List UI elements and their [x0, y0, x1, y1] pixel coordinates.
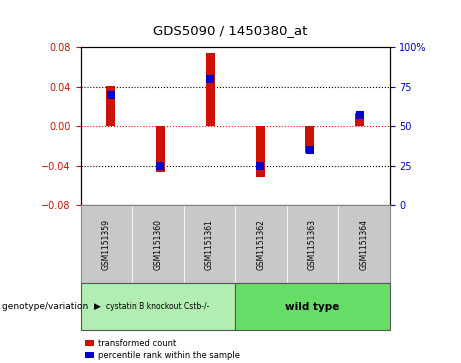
Bar: [256, 162, 264, 170]
Text: cystatin B knockout Cstb-/-: cystatin B knockout Cstb-/-: [106, 302, 210, 311]
Text: GSM1151361: GSM1151361: [205, 219, 214, 270]
Bar: [355, 111, 364, 119]
Bar: [355, 113, 364, 126]
Text: GSM1151359: GSM1151359: [102, 219, 111, 270]
Bar: [106, 91, 115, 98]
Text: GSM1151363: GSM1151363: [308, 219, 317, 270]
Text: GSM1151362: GSM1151362: [256, 219, 266, 270]
Text: GDS5090 / 1450380_at: GDS5090 / 1450380_at: [154, 24, 307, 37]
Text: GSM1151364: GSM1151364: [359, 219, 368, 270]
Bar: [206, 53, 215, 126]
Bar: [106, 86, 115, 126]
Bar: [206, 75, 214, 83]
Text: GSM1151360: GSM1151360: [154, 219, 162, 270]
Bar: [156, 126, 165, 172]
Bar: [306, 146, 314, 154]
Text: transformed count: transformed count: [98, 339, 177, 347]
Bar: [305, 126, 314, 153]
Bar: [156, 162, 165, 170]
Text: wild type: wild type: [285, 302, 339, 312]
Text: percentile rank within the sample: percentile rank within the sample: [98, 351, 240, 359]
Text: genotype/variation  ▶: genotype/variation ▶: [2, 302, 101, 311]
Bar: [255, 126, 265, 178]
